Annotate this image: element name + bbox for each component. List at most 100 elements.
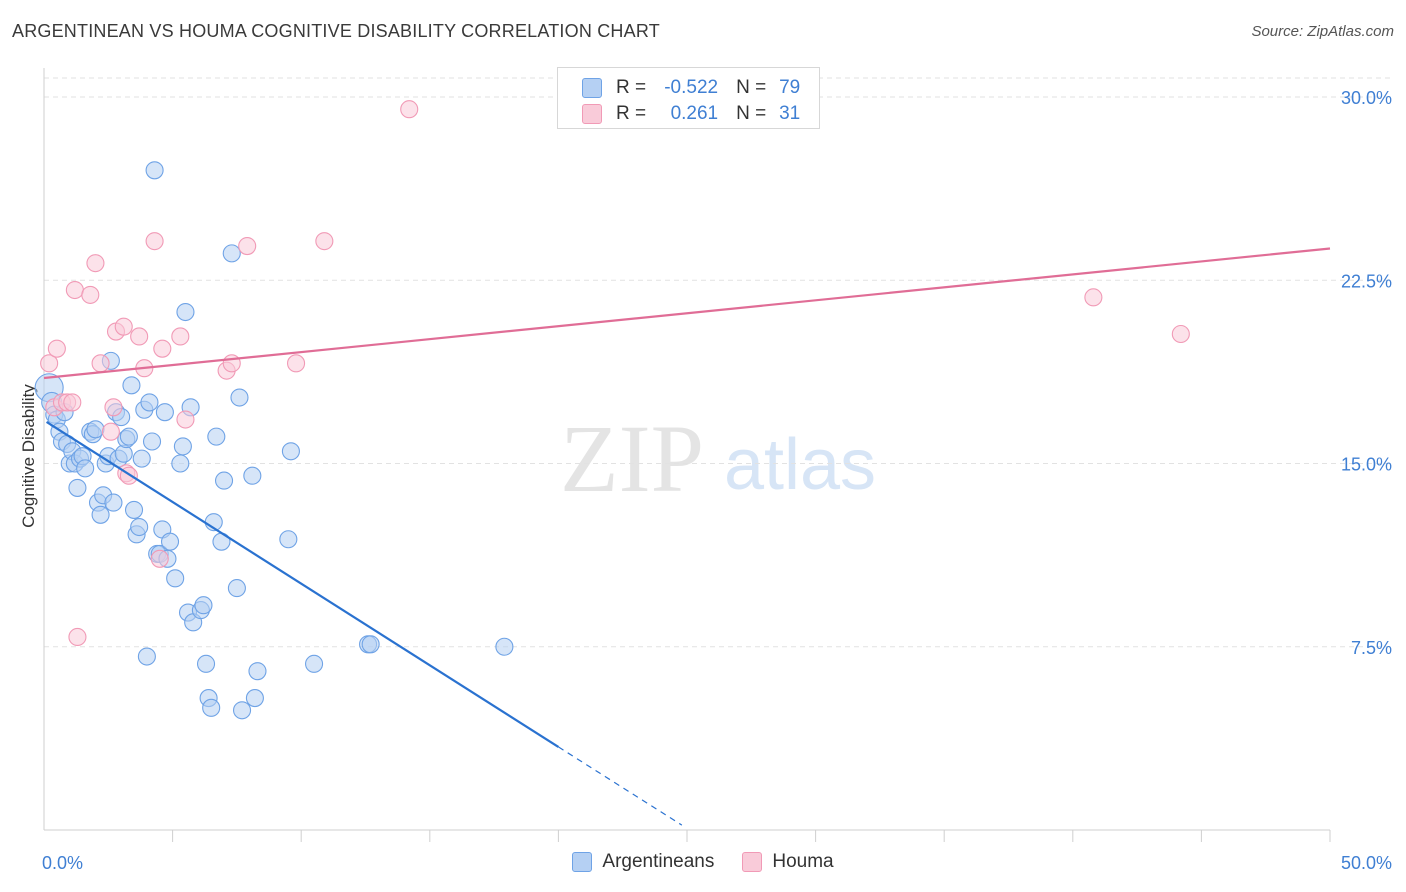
argentineans-point <box>91 505 110 524</box>
argentineans-point <box>145 161 164 180</box>
argentineans-point <box>142 432 162 451</box>
houma-point <box>238 236 257 256</box>
r-value: -0.522 <box>664 77 719 98</box>
n-value: 31 <box>779 103 801 124</box>
argentineans-point <box>361 635 380 654</box>
houma-point <box>86 254 105 273</box>
argentineans-point <box>130 517 149 537</box>
argentineans-point <box>140 393 159 412</box>
r-label: R = <box>616 103 647 124</box>
watermark: ZIP atlas <box>560 405 876 512</box>
houma-point <box>145 232 164 251</box>
argentineans-point <box>196 654 216 673</box>
houma-point <box>91 354 110 373</box>
argentineans-point <box>305 654 324 673</box>
argentineans-trend-line <box>45 421 559 748</box>
houma-point <box>104 398 123 417</box>
argentineans-point <box>194 596 213 615</box>
houma-point <box>153 339 172 358</box>
argentineans-point <box>68 478 87 497</box>
y-tick-label: 15.0% <box>1341 455 1392 475</box>
argentineans-trend-extension <box>558 746 683 826</box>
y-tick-label: 22.5% <box>1341 271 1392 291</box>
houma-point <box>176 410 195 429</box>
houma-point <box>81 285 100 304</box>
argentineans-points <box>34 161 514 720</box>
n-label: N = <box>736 77 767 98</box>
houma-point <box>171 327 190 346</box>
argentineans-point <box>155 403 174 422</box>
chart-source: Source: ZipAtlas.com <box>1251 23 1394 40</box>
houma-point <box>1084 288 1103 307</box>
houma-swatch <box>582 104 602 124</box>
r-value: 0.261 <box>670 103 719 124</box>
argentineans-point <box>279 530 298 549</box>
argentineans-point <box>166 569 185 588</box>
argentineans-point <box>137 647 156 666</box>
houma-point <box>315 232 334 251</box>
argentineans-point <box>119 427 138 446</box>
watermark-atlas: atlas <box>724 425 876 505</box>
houma-point <box>101 422 120 441</box>
y-tick-labels: 7.5% 15.0% 22.5% 30.0% <box>1341 88 1392 658</box>
legend-label: Houma <box>772 851 834 872</box>
n-value: 79 <box>779 77 801 98</box>
argentineans-point <box>248 662 267 681</box>
houma-trend-line <box>43 247 1331 380</box>
houma-point <box>150 549 169 568</box>
argentineans-point <box>222 244 241 263</box>
argentineans-point <box>173 437 192 456</box>
gridlines <box>44 77 1392 648</box>
houma-point <box>1171 324 1190 344</box>
series-legend: Argentineans Houma <box>0 851 1406 873</box>
houma-points <box>40 100 1190 647</box>
trend-lines <box>43 247 1331 826</box>
argentineans-point <box>171 454 190 473</box>
argentineans-swatch <box>572 852 593 872</box>
chart-title: ARGENTINEAN VS HOUMA COGNITIVE DISABILIT… <box>12 21 660 41</box>
stats-legend: R = -0.522 N = 79 R = 0.261 N = 31 <box>557 67 820 129</box>
stats-legend-row-houma: R = 0.261 N = 31 <box>582 101 800 127</box>
argentineans-point <box>202 698 221 717</box>
houma-point <box>68 627 87 647</box>
houma-point <box>400 100 419 119</box>
argentineans-point <box>207 427 226 446</box>
houma-swatch <box>742 852 763 872</box>
argentineans-point <box>214 471 234 490</box>
houma-point <box>287 354 306 373</box>
houma-point <box>65 280 84 300</box>
houma-point <box>47 339 66 358</box>
houma-point <box>63 393 82 412</box>
argentineans-point <box>104 493 123 512</box>
n-label: N = <box>736 103 767 124</box>
argentineans-point <box>76 459 95 478</box>
y-tick-label: 7.5% <box>1351 638 1392 658</box>
legend-item-argentineans[interactable]: Argentineans <box>572 851 714 873</box>
argentineans-point <box>114 444 133 463</box>
argentineans-point <box>122 376 141 395</box>
argentineans-point <box>495 637 514 656</box>
watermark-zip: ZIP <box>560 405 704 512</box>
houma-point <box>130 327 149 346</box>
y-axis-label: Cognitive Disability <box>19 384 38 528</box>
legend-item-houma[interactable]: Houma <box>742 851 834 873</box>
argentineans-point <box>160 532 180 551</box>
argentineans-point <box>86 420 105 439</box>
argentineans-point <box>132 449 151 468</box>
argentineans-point <box>281 442 300 461</box>
argentineans-point <box>232 701 252 720</box>
r-label: R = <box>616 77 647 98</box>
argentineans-point <box>230 388 249 407</box>
argentineans-point <box>124 500 144 519</box>
x-tick-label: 0.0% <box>42 853 83 873</box>
argentineans-swatch <box>582 78 602 98</box>
houma-point <box>40 354 59 373</box>
x-tick-label: 50.0% <box>1341 853 1392 873</box>
stats-legend-row-argentineans: R = -0.522 N = 79 <box>582 75 800 101</box>
legend-label: Argentineans <box>602 851 715 872</box>
argentineans-point <box>245 689 264 708</box>
y-tick-label: 30.0% <box>1341 88 1392 108</box>
argentineans-point <box>176 302 195 322</box>
x-ticks: 0.0% 50.0% <box>42 830 1392 873</box>
